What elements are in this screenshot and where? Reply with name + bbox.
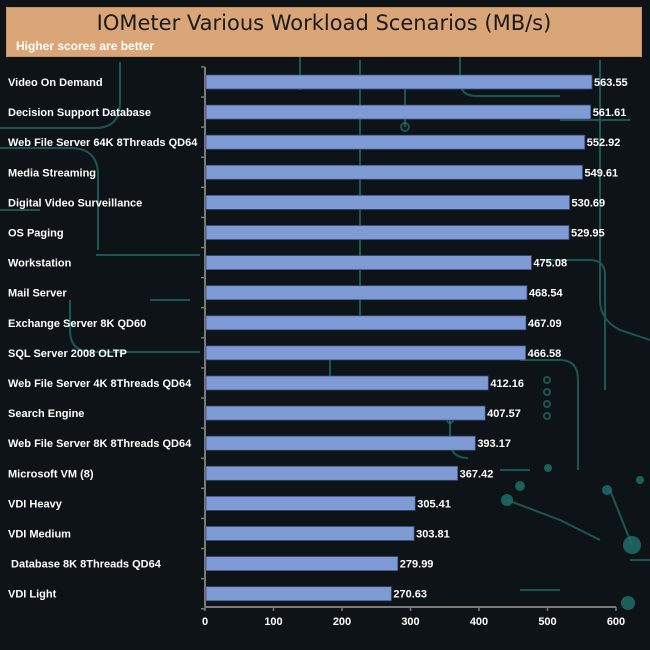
- bar: [205, 315, 527, 331]
- bar: [205, 134, 586, 150]
- category-label: Decision Support Database: [8, 107, 151, 119]
- bar: [205, 526, 415, 541]
- bar: [205, 285, 528, 301]
- category-label: Web File Server 64K 8Threads QD64: [8, 137, 198, 149]
- category-label: Workstation: [8, 258, 72, 270]
- category-label: Web File Server 4K 8Threads QD64: [8, 378, 192, 390]
- chart-title: IOMeter Various Workload Scenarios (MB/s…: [96, 11, 552, 35]
- bar-value-label: 466.58: [528, 348, 562, 360]
- x-tick-label: 300: [401, 616, 419, 628]
- bar: [205, 586, 392, 602]
- bar-value-label: 305.41: [417, 498, 451, 510]
- category-label: Web File Server 8K 8Threads QD64: [8, 438, 192, 450]
- x-tick-label: 500: [538, 616, 556, 628]
- x-tick-label: 0: [202, 616, 208, 628]
- bar: [205, 405, 486, 421]
- bar-value-label: 563.55: [594, 77, 628, 89]
- bar-value-label: 549.61: [584, 167, 618, 179]
- bar-value-label: 475.08: [533, 258, 567, 270]
- bar-value-label: 468.54: [529, 288, 564, 300]
- x-tick-label: 600: [607, 616, 625, 628]
- bar-value-label: 552.92: [587, 137, 621, 149]
- chart-header: IOMeter Various Workload Scenarios (MB/s…: [6, 7, 642, 57]
- bar: [205, 164, 583, 180]
- bar-value-label: 412.16: [490, 378, 524, 390]
- category-label: SQL Server 2008 OLTP: [8, 348, 127, 360]
- bar-value-label: 303.81: [416, 529, 450, 541]
- bar-value-label: 407.57: [487, 408, 521, 420]
- bar-value-label: 393.17: [477, 438, 511, 450]
- bar-value-label: 270.63: [393, 589, 427, 601]
- x-tick-label: 200: [333, 616, 351, 628]
- bar: [205, 465, 459, 481]
- bar-value-label: 367.42: [460, 468, 494, 480]
- bar: [205, 556, 399, 571]
- category-label: Search Engine: [8, 408, 84, 420]
- bar: [205, 375, 489, 391]
- bar: [205, 435, 476, 451]
- category-label: Mail Server: [8, 288, 67, 300]
- category-label: VDI Medium: [8, 529, 71, 541]
- category-label: VDI Heavy: [8, 498, 63, 510]
- bar-value-label: 279.99: [400, 559, 434, 571]
- bar-value-label: 530.69: [572, 197, 606, 209]
- bar-value-label: 467.09: [528, 318, 562, 330]
- bar-value-label: 561.61: [593, 107, 627, 119]
- bar: [205, 345, 527, 361]
- category-label: Microsoft VM (8): [8, 468, 94, 480]
- category-label: Digital Video Surveillance: [8, 197, 142, 209]
- bar: [205, 495, 416, 511]
- bar: [205, 255, 532, 271]
- bar-value-label: 529.95: [571, 228, 605, 240]
- bar: [205, 194, 570, 210]
- category-label: OS Paging: [8, 228, 64, 240]
- category-label: Media Streaming: [8, 167, 96, 179]
- category-label: Exchange Server 8K QD60: [8, 318, 146, 330]
- x-tick-label: 400: [470, 616, 488, 628]
- chart-subtitle: Higher scores are better: [16, 39, 155, 53]
- category-label: Video On Demand: [8, 77, 103, 89]
- bar: [205, 225, 570, 240]
- bar: [205, 74, 593, 90]
- category-label: Database 8K 8Threads QD64: [8, 559, 162, 571]
- category-label: VDI Light: [8, 589, 57, 601]
- bar: [205, 104, 592, 120]
- x-tick-label: 100: [264, 616, 282, 628]
